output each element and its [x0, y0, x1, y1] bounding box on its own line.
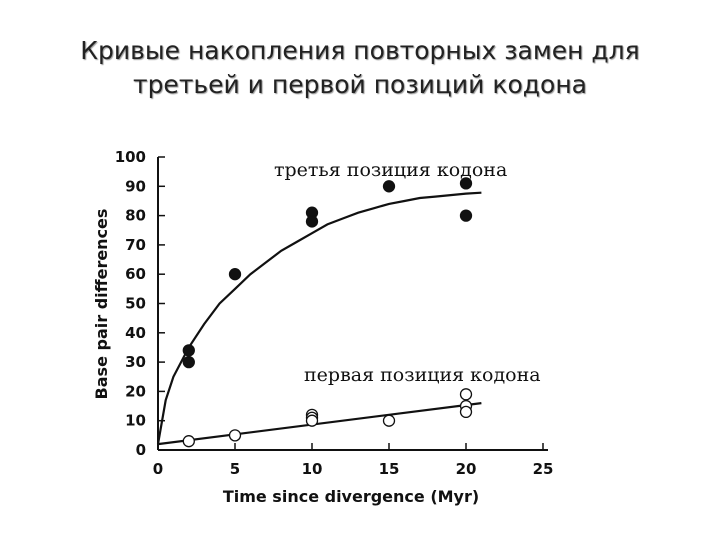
- x-tick-label: 0: [153, 460, 163, 478]
- y-tick-label: 50: [125, 295, 146, 313]
- slide-title: Кривые накопления повторных замен для тр…: [0, 34, 720, 102]
- x-tick-label: 25: [533, 460, 554, 478]
- y-axis-label: Base pair differences: [92, 209, 111, 400]
- filled-data-point: [182, 344, 195, 357]
- data-points: [182, 177, 473, 448]
- filled-data-point: [459, 209, 473, 222]
- series-curve: [156, 191, 482, 445]
- open-data-point: [382, 414, 396, 427]
- chart-axes: 0 10 20 30 40 50 60 70 80 90 100 0 5 10 15 20 25: [115, 148, 554, 478]
- fitted-curves: [156, 191, 482, 446]
- slide-title-line-2: третьей и первой позиций кодона: [133, 70, 587, 99]
- y-tick-label: 20: [125, 382, 146, 400]
- y-tick-label: 80: [125, 207, 146, 225]
- x-axis-label: Time since divergence (Myr): [223, 487, 479, 506]
- open-data-point: [305, 414, 319, 427]
- x-tick-label: 5: [230, 460, 240, 478]
- filled-data-point: [182, 355, 195, 369]
- series-label-first-position: первая позиция кодона: [304, 364, 541, 386]
- y-tick-label: 100: [115, 148, 146, 166]
- x-tick-label: 15: [379, 460, 400, 478]
- slide-title-line-1: Кривые накопления повторных замен для: [80, 36, 640, 65]
- series-label-third-position: третья позиция кодона: [274, 159, 507, 181]
- filled-data-point: [459, 177, 473, 190]
- y-tick-label: 0: [136, 441, 146, 459]
- y-tick-label: 30: [125, 353, 146, 371]
- y-tick-label: 40: [125, 324, 146, 342]
- open-data-point: [228, 429, 242, 442]
- series-curve: [157, 402, 482, 446]
- open-data-point: [459, 388, 473, 401]
- y-tick-label: 90: [125, 177, 146, 195]
- x-tick-label: 10: [302, 460, 323, 478]
- filled-data-point: [382, 180, 396, 193]
- open-data-point: [182, 435, 195, 448]
- open-data-point: [459, 405, 473, 419]
- filled-data-point: [305, 215, 319, 228]
- y-tick-label: 10: [125, 412, 146, 430]
- filled-data-point: [228, 268, 242, 281]
- y-tick-label: 60: [125, 265, 146, 283]
- x-tick-label: 20: [456, 460, 477, 478]
- y-tick-label: 70: [125, 236, 146, 254]
